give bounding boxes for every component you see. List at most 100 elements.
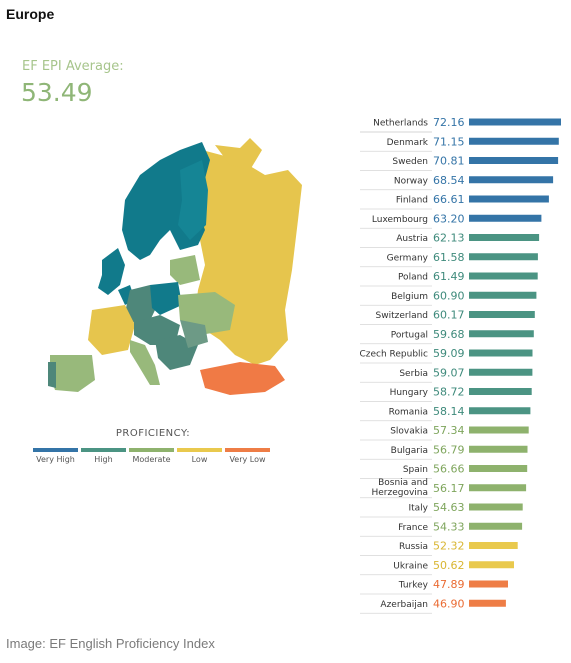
category-label: Spain: [403, 465, 428, 475]
legend-label: Very High: [36, 455, 75, 464]
map-region-finland: [178, 160, 208, 240]
category-label: Serbia: [399, 369, 428, 379]
bar: [469, 445, 528, 453]
page-title: Europe: [6, 6, 55, 22]
category-label: Poland: [398, 273, 428, 283]
legend-label: Moderate: [132, 455, 171, 464]
category-label: Turkey: [398, 581, 429, 591]
legend-item-very-low: Very Low: [225, 448, 270, 464]
category-label: Hungary: [390, 388, 429, 398]
category-label: Germany: [387, 253, 429, 263]
bar: [469, 426, 529, 434]
bar: [469, 272, 538, 280]
value-label: 66.61: [433, 193, 465, 206]
bar: [469, 253, 538, 261]
bar: [469, 368, 533, 376]
legend: Very High High Moderate Low Very Low: [33, 448, 270, 464]
map-region-iberia: [50, 355, 95, 392]
map-region-uk: [98, 248, 125, 295]
category-label: Portugal: [391, 330, 428, 340]
legend-label: Very Low: [229, 455, 266, 464]
bar: [469, 157, 559, 164]
value-label: 46.90: [433, 597, 465, 610]
category-label: Denmark: [387, 138, 429, 148]
map-region-germany: [126, 285, 155, 325]
bar: [469, 234, 540, 241]
category-label: Azerbaijan: [380, 600, 428, 610]
map-region-turkey: [200, 362, 285, 395]
value-label: 71.15: [433, 135, 465, 148]
category-label: Bosnia and: [378, 478, 428, 488]
average-label: EF EPI Average:: [22, 59, 124, 74]
map-region-portugal: [48, 362, 56, 388]
category-label: Herzegovina: [371, 488, 428, 498]
bar: [469, 503, 523, 511]
category-label: France: [398, 523, 428, 533]
category-label: Italy: [408, 504, 428, 514]
value-label: 68.54: [433, 174, 465, 187]
value-label: 47.89: [433, 578, 465, 591]
category-label: Russia: [399, 542, 428, 552]
value-label: 56.79: [433, 443, 465, 456]
europe-map-icon: [30, 130, 310, 405]
bar: [469, 176, 554, 184]
legend-swatch-high: [81, 448, 126, 452]
value-label: 52.32: [433, 540, 465, 553]
value-label: 58.72: [433, 386, 465, 399]
bar: [469, 291, 537, 299]
value-label: 54.63: [433, 501, 465, 514]
category-label: Finland: [396, 196, 428, 206]
legend-swatch-moderate: [129, 448, 174, 452]
legend-title: PROFICIENCY:: [115, 428, 191, 439]
category-label: Romania: [389, 407, 428, 417]
category-label: Austria: [396, 234, 428, 244]
value-label: 61.58: [433, 251, 465, 264]
value-label: 59.07: [433, 366, 465, 379]
legend-label: Low: [191, 455, 208, 464]
bar: [469, 407, 531, 415]
category-label: Belgium: [391, 292, 428, 302]
value-label: 72.16: [433, 116, 465, 129]
category-label: Norway: [394, 176, 429, 186]
value-label: 70.81: [433, 155, 465, 168]
legend-label: High: [94, 455, 113, 464]
legend-item-low: Low: [177, 448, 222, 464]
value-label: 56.17: [433, 482, 465, 495]
bar: [469, 118, 561, 126]
value-label: 63.20: [433, 212, 465, 225]
value-label: 60.17: [433, 309, 465, 322]
map-region-france: [88, 305, 135, 355]
bar: [469, 580, 508, 588]
bar: [469, 542, 518, 549]
average-value: 53.49: [21, 78, 93, 107]
bar: [469, 330, 534, 338]
value-label: 58.14: [433, 405, 465, 418]
value-label: 54.33: [433, 520, 465, 533]
map-region-baltics: [170, 255, 200, 285]
legend-item-very-high: Very High: [33, 448, 78, 464]
value-label: 50.62: [433, 559, 465, 572]
category-label: Luxembourg: [372, 215, 428, 225]
bar: [469, 599, 506, 607]
legend-item-moderate: Moderate: [129, 448, 174, 464]
bar: [469, 561, 514, 569]
category-label: Ukraine: [393, 561, 428, 571]
image-source-caption: Image: EF English Proficiency Index: [6, 636, 215, 651]
map-region-italy: [130, 340, 160, 385]
bar: [469, 349, 533, 357]
bar: [469, 522, 523, 530]
value-label: 57.34: [433, 424, 465, 437]
category-label: Bulgaria: [391, 446, 428, 456]
category-label: Switzerland: [376, 311, 429, 321]
category-label: Sweden: [392, 157, 428, 167]
value-label: 61.49: [433, 270, 465, 283]
legend-swatch-low: [177, 448, 222, 452]
bar: [469, 388, 532, 395]
value-label: 59.68: [433, 328, 465, 341]
legend-item-high: High: [81, 448, 126, 464]
category-label: Netherlands: [373, 119, 428, 129]
map-region-russia-north: [215, 138, 262, 170]
category-label: Czech Republic: [359, 350, 428, 360]
bar: [469, 465, 528, 472]
